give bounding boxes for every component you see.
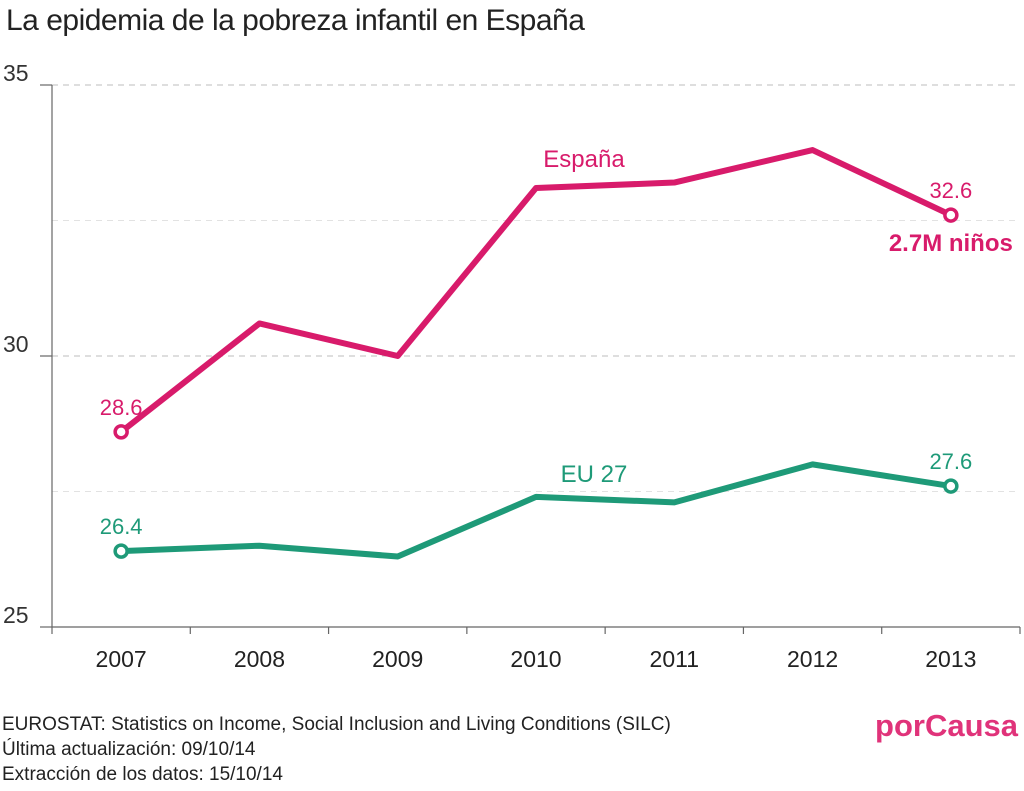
endpoint-marker bbox=[113, 543, 129, 559]
x-tick-label: 2013 bbox=[925, 646, 976, 672]
y-tick-label: 30 bbox=[3, 331, 29, 357]
x-tick-label: 2008 bbox=[234, 646, 285, 672]
x-tick-label: 2009 bbox=[372, 646, 423, 672]
endpoint-marker bbox=[943, 478, 959, 494]
series-line-eu27 bbox=[118, 461, 954, 560]
y-tick-label: 25 bbox=[3, 602, 29, 628]
series-label: EU 27 bbox=[561, 461, 628, 488]
endpoint-marker bbox=[943, 207, 959, 223]
series-label: España bbox=[543, 146, 625, 173]
x-tick-label: 2011 bbox=[650, 646, 699, 672]
updated-line: Última actualización: 09/10/14 bbox=[2, 739, 256, 760]
source-line: EUROSTAT: Statistics on Income, Social I… bbox=[2, 714, 671, 735]
porcausa-logo[interactable]: porCausa bbox=[875, 708, 1018, 743]
chart-title: La epidemia de la pobreza infantil en Es… bbox=[6, 4, 585, 37]
data-label: 32.6 bbox=[929, 178, 972, 203]
data-label: 28.6 bbox=[100, 395, 143, 420]
series-line-espana bbox=[118, 147, 954, 435]
y-tick-label: 35 bbox=[3, 60, 29, 86]
source-notes: EUROSTAT: Statistics on Income, Social I… bbox=[2, 712, 671, 787]
annotation-note: 2.7M niños bbox=[889, 230, 1013, 257]
line-chart: 25 30 35 2007 2008 2009 2010 2011 2012 2013 28.6 32… bbox=[3, 60, 1021, 672]
data-label: 27.6 bbox=[929, 449, 972, 474]
data-label: 26.4 bbox=[100, 514, 143, 539]
x-tick-label: 2010 bbox=[510, 646, 561, 672]
endpoint-marker bbox=[113, 424, 129, 440]
x-tick-label: 2012 bbox=[787, 646, 838, 672]
extraction-line: Extracción de los datos: 15/10/14 bbox=[2, 764, 283, 785]
x-tick-label: 2007 bbox=[96, 646, 147, 672]
